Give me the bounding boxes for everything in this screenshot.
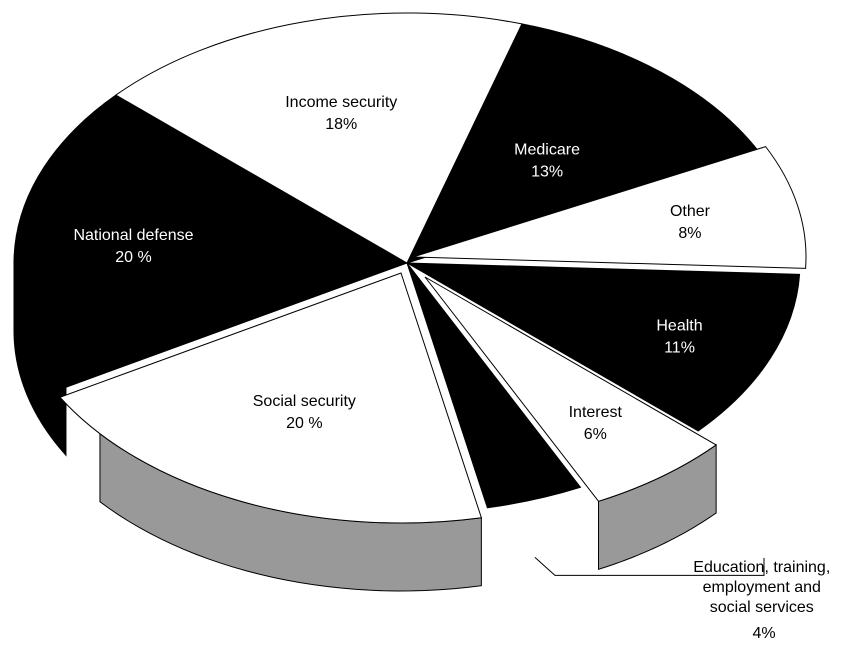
callout-line-1: Education, training, <box>693 559 830 576</box>
slice-label-social-security: Social security 20 % <box>253 393 356 432</box>
slice-labels: Medicare 13% Other 8% Health 11% Interest 6% Soc… <box>73 94 710 443</box>
pie-slice-other <box>412 146 807 269</box>
pie-slice-income-security <box>114 12 523 264</box>
pie-slice-national-defense <box>13 94 409 388</box>
pie-slice-health <box>406 262 801 432</box>
slice-label-other: Other 8% <box>670 203 711 242</box>
slice-label-medicare: Medicare 13% <box>514 141 580 180</box>
slice-label-national-defense: National defense 20 % <box>73 227 193 266</box>
pie-slice-interest <box>424 276 718 502</box>
pie-slice-social-security <box>59 272 483 524</box>
slice-label-income-security: Income security 18% <box>285 94 397 133</box>
slice-label-interest: Interest 6% <box>569 404 623 443</box>
callout-line-4: 4% <box>752 625 775 642</box>
slice-label-health: Health 11% <box>656 317 702 356</box>
pie-slice-education-training-employment-and-social-services <box>406 262 582 509</box>
pie-slices <box>13 12 807 524</box>
callout-line-2: employment and <box>703 579 821 596</box>
callout-line-3: social services <box>710 599 814 616</box>
pie-slice-medicare <box>406 23 761 264</box>
leader-line <box>534 557 765 576</box>
callout-label-education: Education, training, employment and soci… <box>693 559 834 642</box>
